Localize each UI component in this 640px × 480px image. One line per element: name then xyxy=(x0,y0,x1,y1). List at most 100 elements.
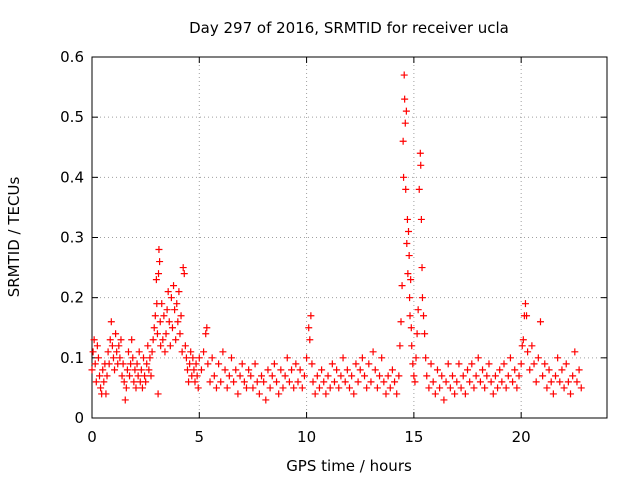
data-point xyxy=(371,366,379,374)
data-point xyxy=(90,336,98,344)
data-point xyxy=(120,378,128,386)
data-point xyxy=(418,264,426,272)
data-point xyxy=(311,390,319,398)
data-point xyxy=(232,366,240,374)
data-point xyxy=(405,227,413,235)
data-point xyxy=(444,360,452,368)
data-point xyxy=(388,366,396,374)
data-point xyxy=(148,348,156,356)
data-point xyxy=(573,378,581,386)
data-point xyxy=(541,360,549,368)
y-tick-label: 0.4 xyxy=(60,168,84,186)
data-point xyxy=(350,390,358,398)
data-point xyxy=(487,378,495,386)
data-point xyxy=(431,390,439,398)
data-point xyxy=(376,372,384,380)
data-point xyxy=(569,372,577,380)
data-point xyxy=(330,378,338,386)
data-point xyxy=(155,246,163,254)
data-point xyxy=(564,378,572,386)
data-point xyxy=(558,366,566,374)
data-point xyxy=(506,354,514,362)
data-point xyxy=(151,312,159,320)
data-point xyxy=(539,372,547,380)
data-point xyxy=(397,318,405,326)
data-point xyxy=(386,384,394,392)
data-point xyxy=(227,354,235,362)
data-point xyxy=(187,348,195,356)
y-tick-label: 0.6 xyxy=(60,48,84,66)
data-point xyxy=(160,312,168,320)
data-point xyxy=(105,360,113,368)
data-point xyxy=(545,366,553,374)
data-point xyxy=(296,366,304,374)
data-point xyxy=(429,378,437,386)
data-point xyxy=(173,300,181,308)
data-point xyxy=(130,378,138,386)
data-point xyxy=(141,372,149,380)
data-point xyxy=(194,384,202,392)
data-point xyxy=(367,378,375,386)
data-point xyxy=(461,390,469,398)
data-point xyxy=(509,378,517,386)
data-point xyxy=(258,372,266,380)
data-point xyxy=(156,258,164,266)
data-point xyxy=(358,354,366,362)
data-point xyxy=(479,366,487,374)
data-point xyxy=(104,348,112,356)
data-point xyxy=(395,372,403,380)
data-point xyxy=(127,360,135,368)
data-point xyxy=(575,366,583,374)
data-point xyxy=(238,360,246,368)
data-point xyxy=(159,336,167,344)
data-point xyxy=(117,336,125,344)
data-point xyxy=(223,384,231,392)
data-point xyxy=(154,390,162,398)
data-point xyxy=(453,378,461,386)
data-point xyxy=(115,342,123,350)
data-point xyxy=(143,360,151,368)
data-point xyxy=(378,354,386,362)
data-point xyxy=(481,384,489,392)
data-point xyxy=(518,342,526,350)
data-point xyxy=(133,360,141,368)
data-point xyxy=(99,366,107,374)
data-point xyxy=(494,384,502,392)
data-point xyxy=(502,384,510,392)
data-point xyxy=(335,384,343,392)
data-point xyxy=(266,384,274,392)
data-point xyxy=(89,348,97,356)
data-point xyxy=(530,360,538,368)
data-point xyxy=(292,360,300,368)
data-point xyxy=(255,390,263,398)
data-point xyxy=(416,149,424,157)
data-point xyxy=(156,318,164,326)
data-point xyxy=(407,276,415,284)
data-point xyxy=(468,360,476,368)
data-point xyxy=(348,372,356,380)
data-point xyxy=(200,348,208,356)
data-point xyxy=(352,360,360,368)
data-point xyxy=(203,324,211,332)
data-point xyxy=(108,342,116,350)
data-point xyxy=(427,360,435,368)
data-point xyxy=(373,384,381,392)
data-point xyxy=(163,306,171,314)
data-point xyxy=(204,360,212,368)
data-point xyxy=(208,354,216,362)
data-point xyxy=(406,312,414,320)
data-point xyxy=(245,366,253,374)
data-point xyxy=(189,354,197,362)
data-point xyxy=(230,378,238,386)
data-point xyxy=(521,300,529,308)
data-point xyxy=(123,366,131,374)
data-point xyxy=(132,384,140,392)
data-point xyxy=(504,372,512,380)
data-point xyxy=(472,372,480,380)
data-point xyxy=(102,390,110,398)
data-point xyxy=(560,384,568,392)
data-point xyxy=(526,366,534,374)
data-point xyxy=(161,348,169,356)
data-point xyxy=(442,378,450,386)
data-point xyxy=(491,372,499,380)
